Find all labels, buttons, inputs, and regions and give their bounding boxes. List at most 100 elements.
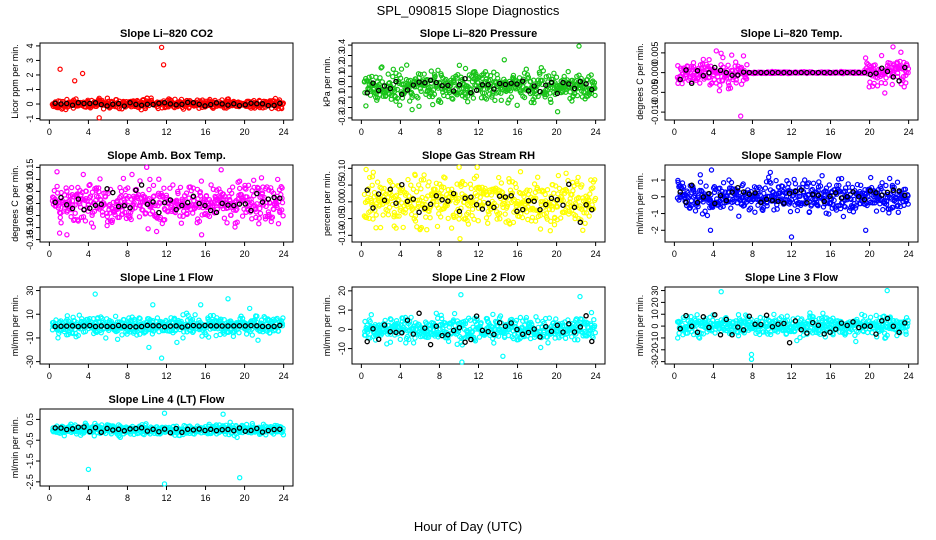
data-point <box>381 185 387 192</box>
y-tick-label: 0.4 <box>337 39 347 52</box>
reference-point <box>422 205 428 211</box>
reference-point <box>508 320 514 326</box>
data-point <box>570 188 576 194</box>
data-point <box>431 199 437 205</box>
data-point <box>363 103 369 109</box>
reference-point <box>254 190 260 197</box>
data-point <box>80 214 87 220</box>
panel-3: Slope Li–820 Temp.0 4 8 12 16 20 24-0.010-0.00… <box>635 28 919 137</box>
data-point <box>898 49 904 55</box>
data-point <box>253 214 259 221</box>
reference-point <box>752 69 758 76</box>
reference-point <box>844 69 850 76</box>
reference-point <box>110 323 116 330</box>
data-point <box>167 185 173 191</box>
data-point <box>178 220 185 226</box>
y-axis-label: Licor ppm per min. <box>10 44 20 119</box>
reference-point <box>838 69 845 76</box>
data-point <box>697 179 704 185</box>
reference-point <box>156 209 162 216</box>
data-point <box>537 209 543 215</box>
reference-point <box>717 192 724 199</box>
reference-point <box>144 322 151 329</box>
reference-point <box>133 187 139 193</box>
reference-point <box>537 334 543 340</box>
data-point <box>578 217 584 223</box>
data-point <box>239 213 246 219</box>
reference-point <box>867 71 874 78</box>
data-point <box>588 72 594 78</box>
black-points <box>677 182 908 207</box>
reference-point <box>98 201 105 208</box>
data-point <box>363 214 370 221</box>
reference-point <box>104 103 110 109</box>
data-point <box>394 213 400 219</box>
y-tick-label: -0.3 <box>337 110 347 126</box>
data-point <box>498 180 505 186</box>
reference-point <box>75 99 82 106</box>
reference-point <box>127 323 133 330</box>
reference-point <box>763 196 770 203</box>
data-point <box>497 215 503 222</box>
data-point <box>879 180 885 186</box>
data-point <box>397 75 404 81</box>
reference-point <box>821 69 827 76</box>
y-tick-label: -10 <box>337 342 347 355</box>
data-point <box>471 216 477 222</box>
data-point <box>425 334 432 340</box>
data-point <box>767 169 774 176</box>
outlier-point <box>788 234 795 240</box>
data-point <box>473 173 480 179</box>
data-point <box>121 199 128 205</box>
data-point <box>137 315 143 322</box>
panel-title: Slope Li–820 Pressure <box>420 28 537 40</box>
data-point <box>874 83 881 89</box>
data-point <box>407 98 413 104</box>
data-point <box>548 99 554 106</box>
y-tick-label: 0.3 <box>337 49 347 62</box>
data-point <box>866 84 872 90</box>
reference-point <box>890 74 897 80</box>
reference-point <box>543 323 549 330</box>
reference-point <box>393 78 399 85</box>
data-point <box>439 194 445 200</box>
y-tick-label: 0.05 <box>337 176 347 194</box>
data-point <box>890 189 897 196</box>
data-point <box>459 342 465 348</box>
data-point <box>434 223 441 230</box>
data-point <box>586 197 592 203</box>
data-point <box>137 202 143 209</box>
reference-point <box>502 323 509 329</box>
reference-point <box>207 323 214 329</box>
reference-point <box>127 205 133 211</box>
reference-point <box>589 206 595 213</box>
data-point <box>872 62 878 68</box>
black-points <box>52 99 283 109</box>
x-tick-label: 16 <box>826 127 836 137</box>
data-point <box>236 330 242 336</box>
data-point <box>125 185 131 191</box>
data-point <box>416 103 422 110</box>
data-point <box>720 179 727 186</box>
data-point <box>894 59 900 65</box>
reference-point <box>769 197 776 204</box>
data-point <box>521 193 527 200</box>
reference-point <box>508 192 514 199</box>
outlier-point <box>554 108 561 115</box>
outlier-point <box>198 232 205 238</box>
data-point <box>883 75 889 81</box>
data-point <box>87 181 93 188</box>
reference-point <box>729 189 735 195</box>
reference-point <box>827 193 833 200</box>
reference-point <box>548 328 555 335</box>
data-point <box>824 189 830 195</box>
data-point <box>733 59 739 65</box>
data-point <box>424 226 430 233</box>
reference-point <box>207 101 214 108</box>
data-point <box>112 211 118 218</box>
reference-point <box>462 75 468 82</box>
reference-point <box>225 202 231 208</box>
reference-point <box>683 199 689 205</box>
